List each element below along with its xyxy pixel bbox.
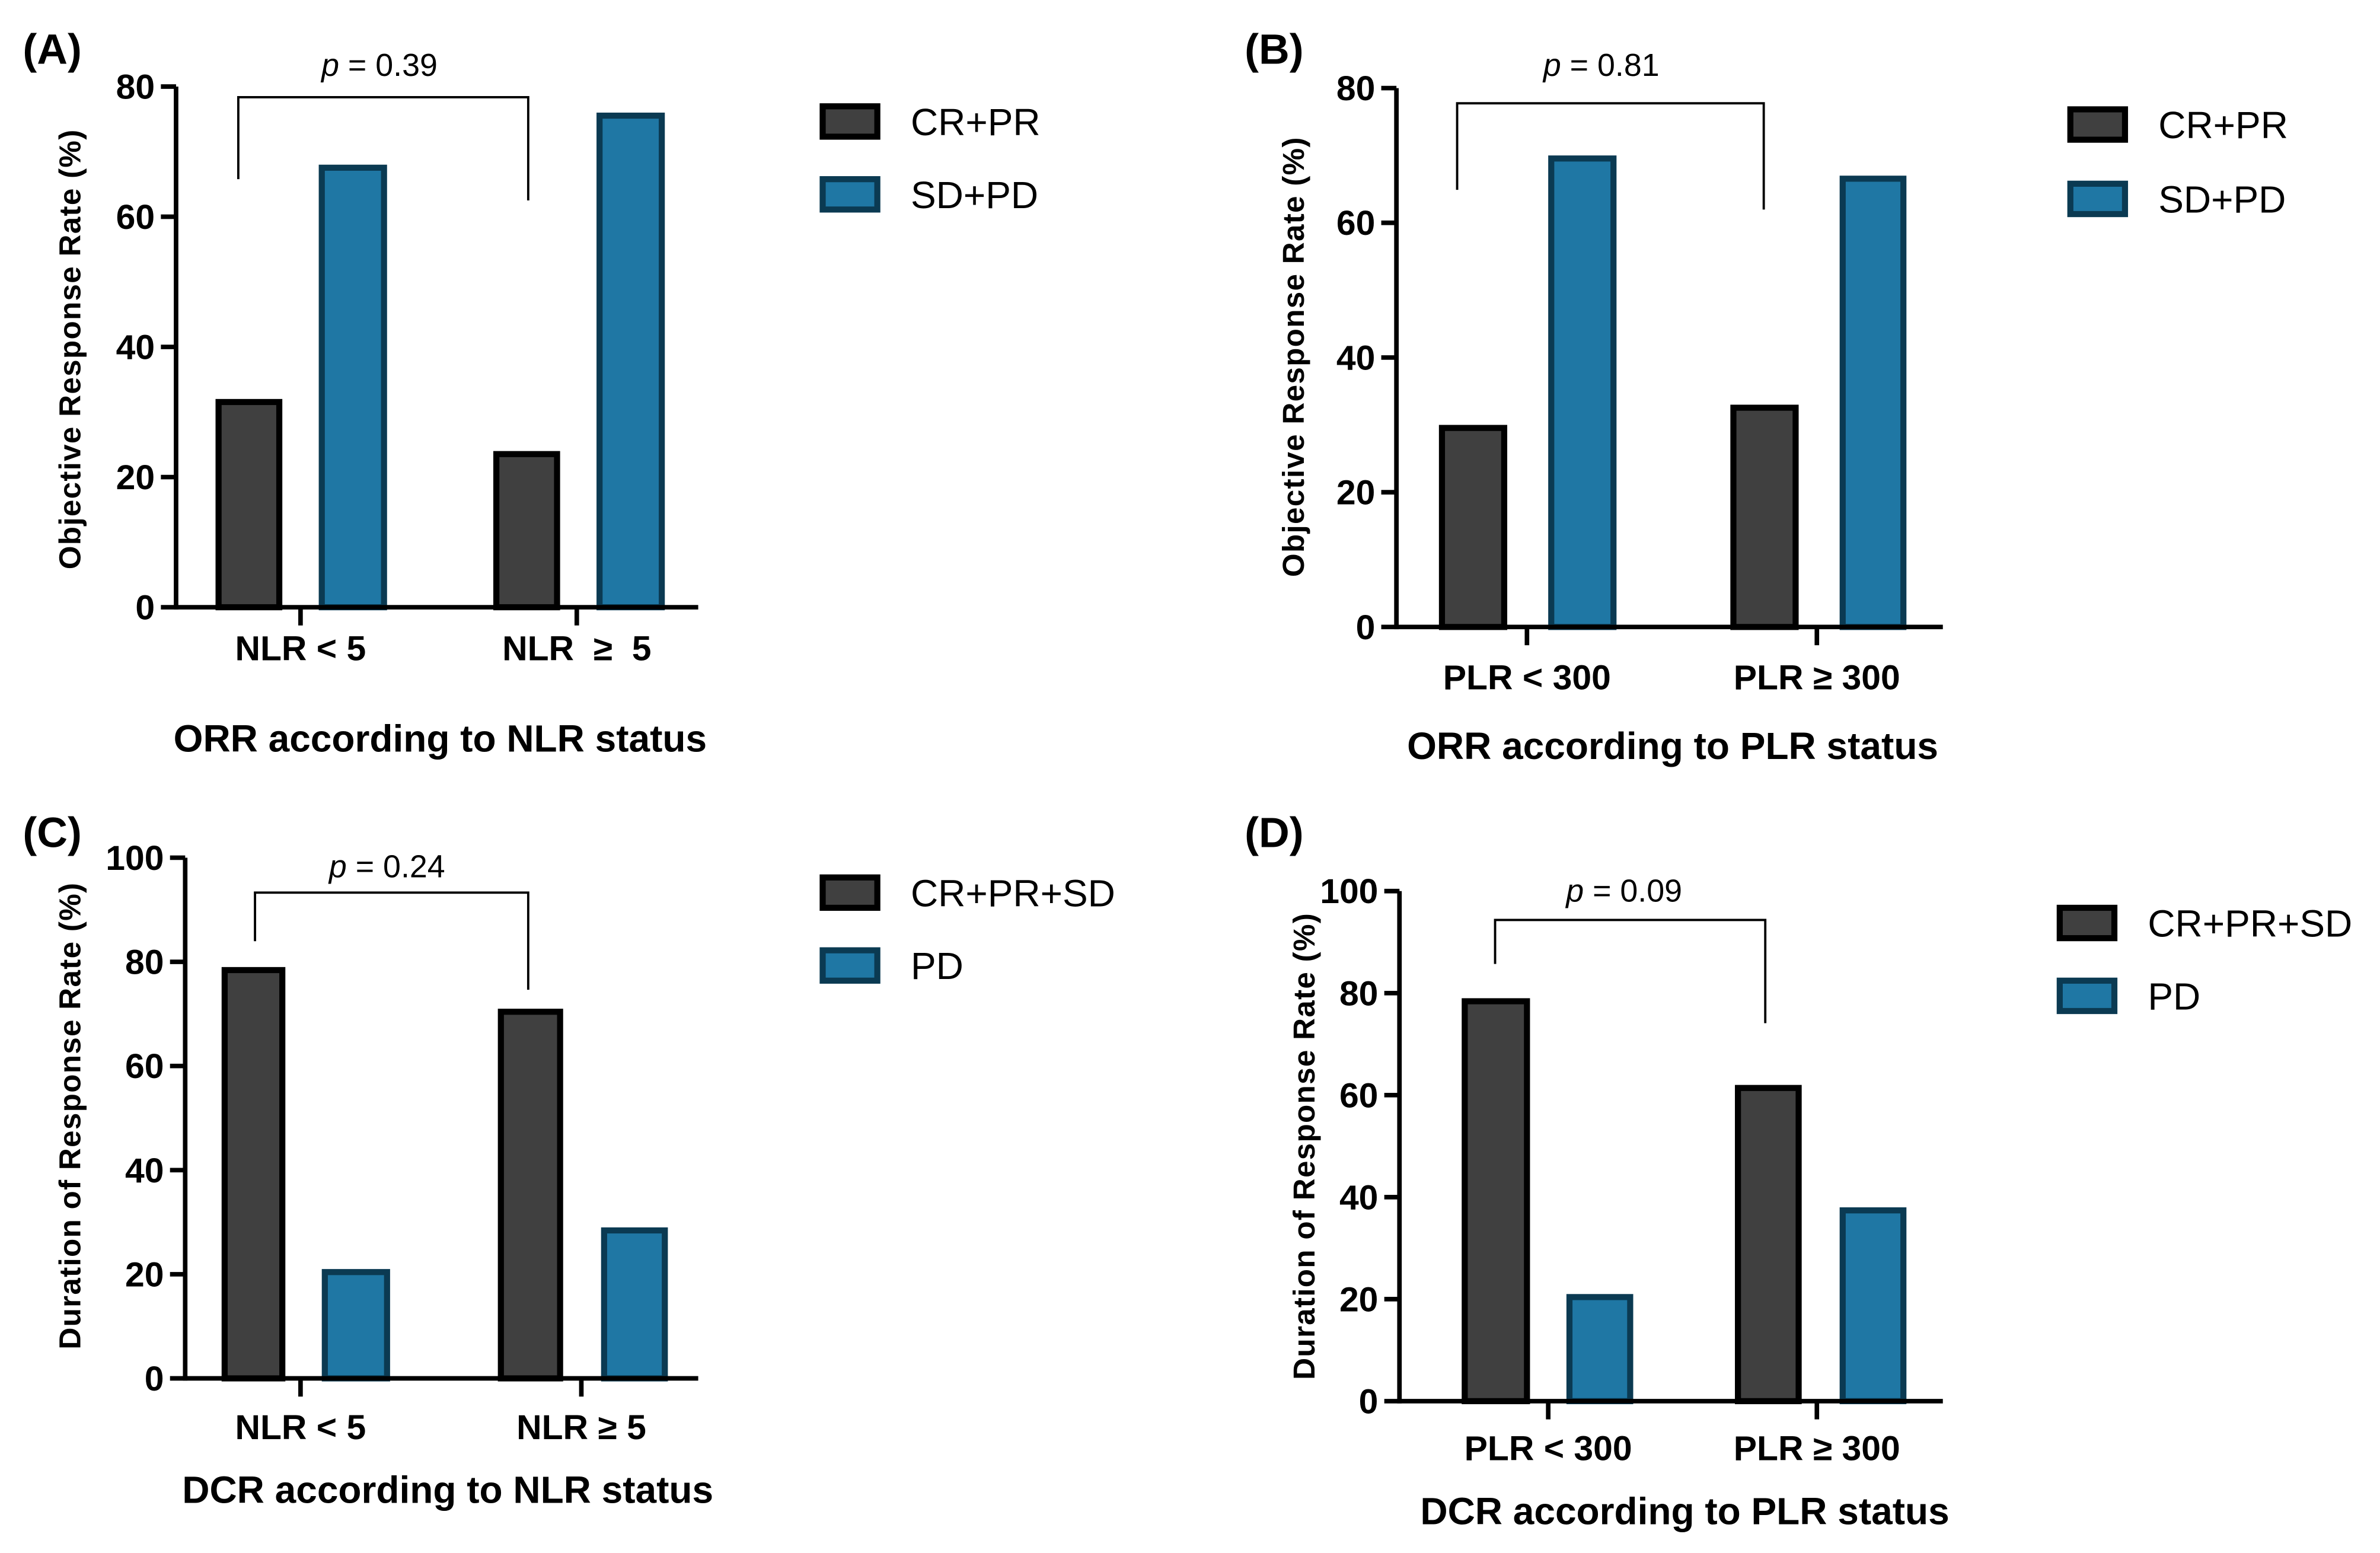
x-tick-label: PLR ≥ 300 bbox=[1734, 1430, 1900, 1468]
bar-cr-pr-1 bbox=[215, 398, 283, 611]
y-tick-label: 0 bbox=[1359, 1382, 1379, 1421]
y-axis-label: Objective Response Rate (%) bbox=[1277, 136, 1310, 577]
chart-title: DCR according to NLR status bbox=[182, 1468, 713, 1511]
p-value-annotation: p = 0.09 bbox=[1565, 873, 1682, 909]
legend-label: PD bbox=[911, 945, 964, 987]
panel-a: (A) NLR < 5 NLR ≥ 5 0 20 40 60 80 Objective Resp… bbox=[23, 26, 1040, 760]
significance-bracket bbox=[1456, 102, 1765, 210]
p-label: p bbox=[1565, 873, 1584, 909]
y-tick-label: 40 bbox=[1339, 1178, 1378, 1217]
significance-bracket bbox=[237, 96, 529, 200]
bar-sd-pd-1 bbox=[1548, 155, 1617, 630]
y-axis-label: Duration of Response Rate (%) bbox=[1287, 913, 1321, 1380]
chart-title: ORR according to PLR status bbox=[1407, 725, 1938, 767]
legend-swatch bbox=[819, 176, 880, 213]
y-tick-label: 60 bbox=[1339, 1076, 1378, 1115]
panel-label: (D) bbox=[1245, 809, 1303, 857]
bar-cr-pr-sd-2 bbox=[1735, 1085, 1802, 1405]
legend-label: CR+PR+SD bbox=[911, 872, 1115, 914]
legend-label: CR+PR bbox=[911, 101, 1041, 143]
legend-swatch bbox=[819, 947, 880, 984]
y-tick-label: 40 bbox=[1336, 339, 1375, 377]
bar-pd-2 bbox=[1839, 1207, 1907, 1405]
legend-swatch bbox=[819, 874, 880, 911]
bar-cr-pr-2 bbox=[1730, 404, 1799, 630]
x-tick-label: NLR ≥ 5 bbox=[516, 1408, 646, 1447]
bar-sd-pd-1 bbox=[318, 164, 387, 611]
bar-pd-1 bbox=[321, 1269, 390, 1382]
y-axis-label: Duration of Response Rate (%) bbox=[53, 882, 87, 1350]
x-tick-label: PLR ≥ 300 bbox=[1734, 658, 1900, 697]
y-tick-label: 60 bbox=[116, 198, 155, 237]
bar-cr-pr-sd-2 bbox=[497, 1009, 563, 1382]
p-label: p bbox=[320, 47, 339, 83]
p-value: = 0.81 bbox=[1561, 47, 1660, 83]
p-label: p bbox=[328, 849, 347, 885]
x-tick-label: NLR < 5 bbox=[235, 1408, 366, 1447]
y-tick-label: 0 bbox=[135, 589, 155, 627]
bar-cr-pr-1 bbox=[1438, 425, 1508, 630]
legend-label: CR+PR bbox=[2158, 104, 2288, 146]
panel-label: (B) bbox=[1245, 26, 1303, 74]
y-tick-label: 20 bbox=[1339, 1280, 1378, 1319]
y-tick-label: 60 bbox=[125, 1047, 164, 1086]
y-tick-label: 40 bbox=[116, 329, 155, 367]
legend-label: SD+PD bbox=[911, 174, 1038, 216]
bar-pd-1 bbox=[1566, 1294, 1634, 1405]
legend-swatch bbox=[2056, 977, 2118, 1015]
chart-title: ORR according to NLR status bbox=[174, 717, 707, 760]
legend-swatch bbox=[2067, 180, 2129, 218]
bar-pd-2 bbox=[601, 1227, 668, 1382]
panel-label: (A) bbox=[23, 26, 81, 74]
p-value: = 0.39 bbox=[339, 47, 438, 83]
y-tick-label: 0 bbox=[1356, 608, 1376, 647]
legend-swatch bbox=[2056, 904, 2118, 942]
significance-bracket bbox=[254, 891, 529, 990]
p-value: = 0.09 bbox=[1584, 873, 1682, 909]
bar-cr-pr-2 bbox=[493, 451, 560, 611]
y-tick-label: 100 bbox=[106, 839, 164, 878]
legend-swatch bbox=[2067, 106, 2129, 143]
panel-b: (B) PLR < 300 PLR ≥ 300 0 20 40 60 80 Objective … bbox=[1245, 26, 2288, 767]
bar-cr-pr-sd-1 bbox=[1462, 998, 1530, 1405]
panel-c: (C) NLR < 5 NLR ≥ 5 0 20 40 60 80 100 Duration of… bbox=[23, 809, 1115, 1511]
p-label: p bbox=[1542, 47, 1561, 83]
bar-sd-pd-2 bbox=[1839, 176, 1907, 630]
legend-label: CR+PR+SD bbox=[2148, 903, 2352, 945]
panel-d: (D) PLR < 300 PLR ≥ 300 0 20 40 60 80 100Duratio… bbox=[1245, 809, 2352, 1533]
y-tick-label: 20 bbox=[116, 458, 155, 497]
x-tick-label: PLR < 300 bbox=[1443, 658, 1611, 697]
x-tick-label: PLR < 300 bbox=[1465, 1430, 1632, 1468]
y-tick-label: 40 bbox=[125, 1152, 164, 1190]
y-tick-label: 80 bbox=[1336, 69, 1375, 108]
p-value-annotation: p = 0.39 bbox=[320, 47, 438, 83]
bar-cr-pr-sd-1 bbox=[221, 967, 286, 1382]
y-tick-label: 0 bbox=[145, 1360, 164, 1398]
y-tick-label: 20 bbox=[1336, 474, 1375, 512]
y-axis-label: Objective Response Rate (%) bbox=[53, 129, 87, 569]
panel-label: (C) bbox=[23, 809, 81, 857]
legend-swatch bbox=[819, 103, 880, 140]
legend-label: PD bbox=[2148, 975, 2200, 1018]
y-tick-label: 100 bbox=[1320, 872, 1378, 911]
y-tick-label: 80 bbox=[125, 943, 164, 982]
x-tick-label: NLR < 5 bbox=[235, 630, 366, 668]
y-tick-label: 80 bbox=[1339, 974, 1378, 1013]
legend-label: SD+PD bbox=[2158, 178, 2286, 221]
y-tick-label: 60 bbox=[1336, 204, 1375, 243]
p-value: = 0.24 bbox=[347, 849, 445, 885]
x-tick-label: NLR ≥ 5 bbox=[502, 630, 651, 668]
p-value-annotation: p = 0.24 bbox=[328, 849, 445, 885]
significance-bracket bbox=[1494, 919, 1767, 1023]
chart-title: DCR according to PLR status bbox=[1420, 1490, 1949, 1532]
y-tick-label: 80 bbox=[116, 68, 155, 106]
bar-sd-pd-2 bbox=[596, 112, 665, 611]
y-tick-label: 20 bbox=[125, 1255, 164, 1294]
p-value-annotation: p = 0.81 bbox=[1542, 47, 1660, 83]
